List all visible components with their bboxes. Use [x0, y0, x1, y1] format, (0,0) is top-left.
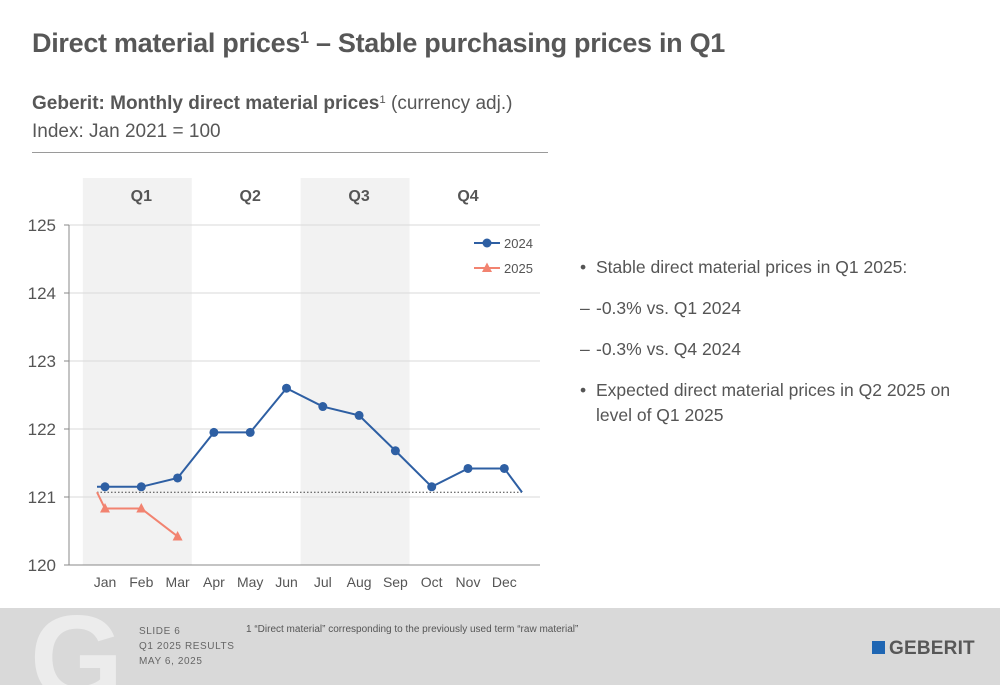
data-point-2024 [463, 463, 473, 473]
quarter-band [82, 178, 192, 565]
quarter-label: Q2 [240, 188, 261, 205]
data-point-2025 [100, 503, 110, 513]
y-tick-label: 123 [28, 352, 56, 371]
y-tick-label: 124 [28, 284, 56, 303]
quarter-band [300, 178, 410, 565]
heading-divider [32, 152, 548, 153]
quarter-label: Q4 [457, 188, 478, 205]
series-line-2025 [96, 491, 179, 538]
bullet-item: • Expected direct material prices in Q2 2… [580, 380, 951, 425]
slide-number: SLIDE 6 [139, 626, 181, 637]
data-point-2024 [354, 410, 364, 420]
price-index-chart: Q1 Q2 Q3 Q4 120 121 122 123 124 125 Jan Feb Mar Apr Ma… [28, 178, 540, 590]
x-tick-label: Jun [275, 574, 298, 590]
chart-heading: Geberit: Monthly direct material prices1… [32, 93, 513, 114]
data-point-2025 [136, 503, 147, 513]
x-tick-label: Nov [456, 574, 481, 590]
series-line-2024 [97, 386, 523, 493]
x-tick-label: May [237, 574, 263, 590]
geberit-logo: GEBERIT [872, 638, 975, 660]
legend-label: 2024 [504, 236, 533, 251]
y-tick-label: 121 [28, 488, 56, 507]
footer-g-watermark: G [30, 608, 124, 685]
footer-meta: SLIDE 6 Q1 2025 RESULTS MAY 6, 2025 [139, 624, 235, 669]
x-tick-label: Mar [166, 574, 190, 590]
legend-label: 2025 [504, 261, 533, 276]
report-date: MAY 6, 2025 [139, 656, 203, 667]
logo-square-icon [872, 641, 885, 654]
data-point-2024 [136, 482, 146, 492]
x-tick-label: Aug [347, 574, 372, 590]
y-tick-label: 125 [28, 216, 56, 235]
data-point-2024 [173, 473, 183, 483]
x-tick-label: Apr [203, 574, 225, 590]
bullet-list: • Stable direct material prices in Q1 202… [580, 255, 980, 444]
quarter-label: Q1 [131, 188, 152, 205]
data-point-2024 [390, 446, 400, 456]
sub-bullet-item: – -0.3% vs. Q4 2024 [580, 339, 741, 359]
chart-subtitle: Index: Jan 2021 = 100 [32, 121, 221, 142]
x-tick-label: Oct [421, 574, 443, 590]
y-tick-label: 120 [28, 556, 56, 575]
data-point-2024 [427, 482, 437, 492]
slide-title: Direct material prices1 – Stable purchas… [32, 28, 725, 58]
data-point-2024 [318, 402, 328, 412]
legend-marker-2025 [482, 262, 492, 272]
data-point-2025 [172, 530, 183, 541]
x-tick-label: Sep [383, 574, 408, 590]
data-point-2024 [282, 383, 291, 393]
x-tick-label: Dec [492, 574, 517, 590]
data-point-2024 [499, 463, 509, 473]
data-point-2024 [209, 427, 219, 437]
data-point-2024 [245, 427, 255, 437]
footnote: 1 “Direct material” corresponding to the… [246, 624, 579, 635]
sub-bullet-item: – -0.3% vs. Q1 2024 [580, 298, 741, 318]
data-point-2024 [100, 482, 110, 492]
report-name: Q1 2025 RESULTS [139, 641, 235, 652]
heading-footnote-ref: 1 [379, 94, 386, 106]
legend-marker-2024 [482, 238, 492, 248]
x-tick-label: Jul [314, 574, 332, 590]
quarter-label: Q3 [348, 188, 369, 205]
x-tick-label: Jan [94, 574, 117, 590]
x-tick-label: Feb [129, 574, 153, 590]
bullet-item: • Stable direct material prices in Q1 202… [580, 257, 908, 277]
footer: G SLIDE 6 Q1 2025 RESULTS MAY 6, 2025 1 … [0, 608, 1000, 685]
y-tick-label: 122 [28, 420, 56, 439]
title-footnote-ref: 1 [300, 29, 309, 47]
